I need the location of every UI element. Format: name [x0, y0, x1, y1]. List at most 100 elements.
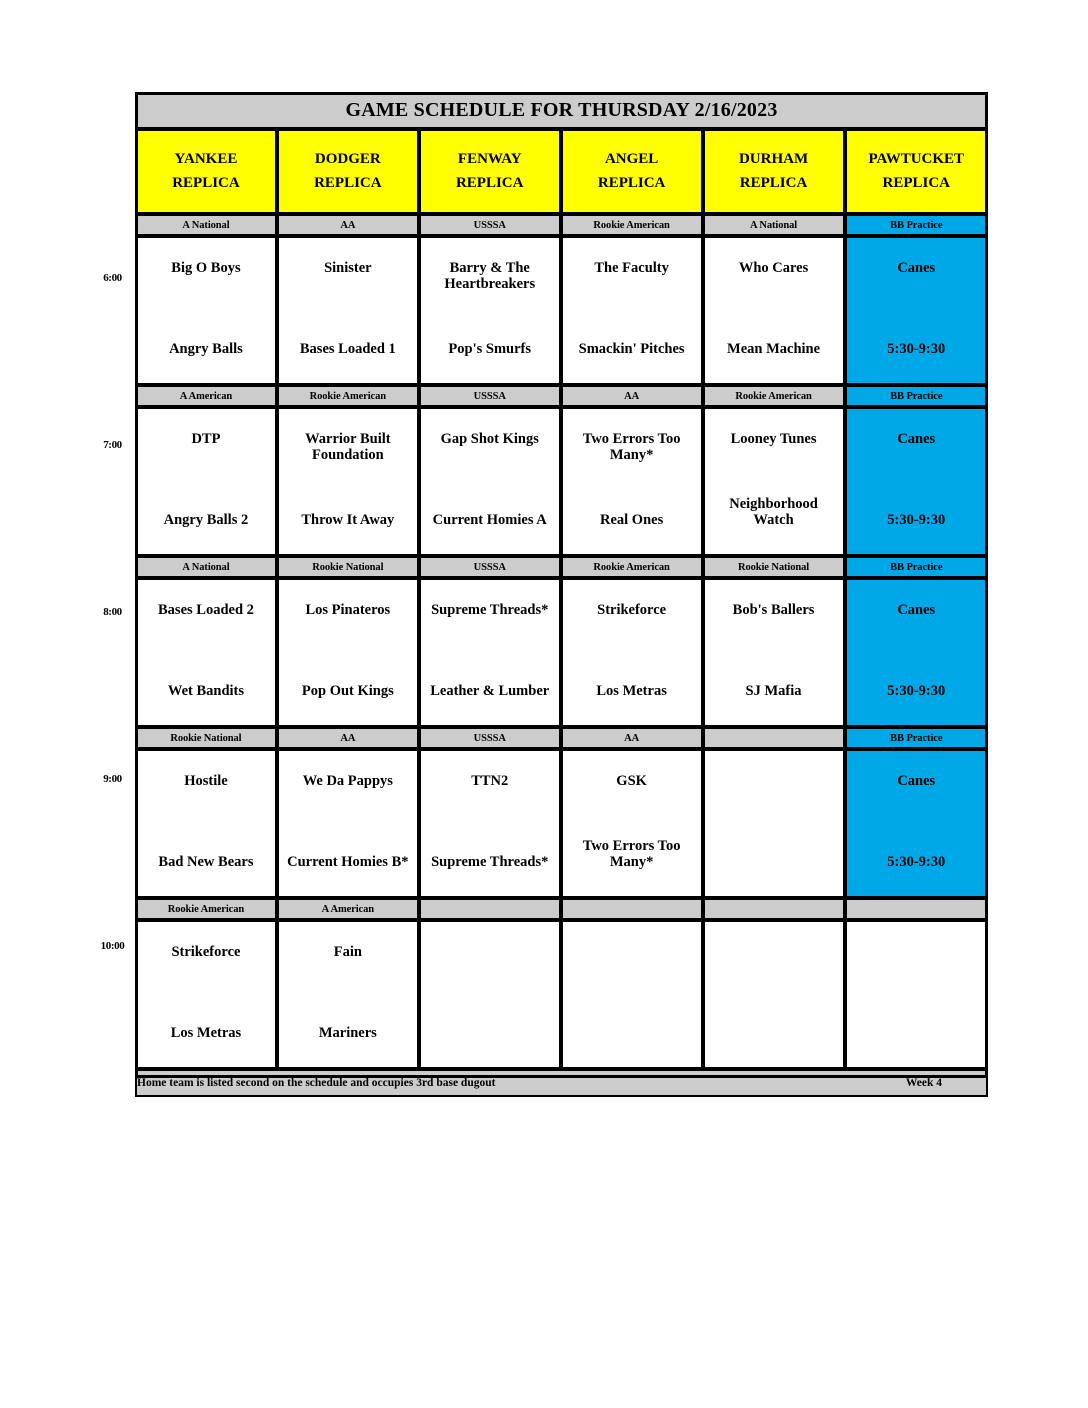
- home-team: Two Errors Too Many*: [582, 837, 681, 870]
- field-header-pawtucket: PAWTUCKET REPLICA: [844, 129, 988, 214]
- home-team: Mean Machine: [727, 340, 821, 357]
- game-row-8: Bases Loaded 2 Wet Bandits Los Pinateros…: [135, 578, 988, 727]
- away-team: Who Cares: [738, 260, 809, 276]
- home-team: Neighborhood Watch: [729, 495, 818, 528]
- field-header-durham: DURHAM REPLICA: [702, 129, 845, 214]
- time-label-10: 10:00: [100, 940, 125, 952]
- time-label-6: 6:00: [103, 272, 122, 284]
- away-team: Strikeforce: [597, 602, 667, 618]
- division-badge: USSSA: [418, 214, 561, 236]
- home-team: Bases Loaded 1: [299, 340, 396, 357]
- game-cell[interactable]: DTP Angry Balls 2: [135, 407, 277, 556]
- game-cell[interactable]: GSK Two Errors Too Many*: [560, 749, 703, 898]
- away-team: Barry & The Heartbreakers: [444, 260, 536, 293]
- game-cell[interactable]: Who Cares Mean Machine: [702, 236, 845, 385]
- game-row-6: Big O Boys Angry Balls Sinister Bases Lo…: [135, 236, 988, 385]
- away-team: Bob's Ballers: [732, 602, 815, 618]
- away-team: DTP: [191, 431, 221, 447]
- field-sub: REPLICA: [739, 174, 808, 191]
- practice-cell[interactable]: Canes 5:30-9:30: [844, 407, 988, 556]
- game-cell[interactable]: Warrior Built Foundation Throw It Away: [276, 407, 419, 556]
- practice-cell[interactable]: Canes 5:30-9:30: [844, 749, 988, 898]
- division-badge: AA: [560, 727, 703, 749]
- game-cell[interactable]: Gap Shot Kings Current Homies A: [418, 407, 561, 556]
- field-sub: REPLICA: [597, 174, 666, 191]
- game-row-10: Strikeforce Los Metras Fain Mariners: [135, 920, 988, 1069]
- field-name: DURHAM: [738, 150, 809, 167]
- game-cell[interactable]: Barry & The Heartbreakers Pop's Smurfs: [418, 236, 561, 385]
- field-sub: REPLICA: [882, 174, 951, 191]
- division-badge: AA: [560, 385, 703, 407]
- home-team: Bad New Bears: [158, 853, 254, 870]
- division-badge: Rookie National: [276, 556, 419, 578]
- home-team: Current Homies B*: [287, 853, 409, 870]
- home-team: Los Metras: [170, 1024, 242, 1041]
- division-row-6: A National AA USSSA Rookie American A Na…: [135, 214, 988, 236]
- game-cell[interactable]: Two Errors Too Many* Real Ones: [560, 407, 703, 556]
- field-name: PAWTUCKET: [868, 150, 965, 167]
- division-badge: USSSA: [418, 727, 561, 749]
- game-row-9: Hostile Bad New Bears We Da Pappys Curre…: [135, 749, 988, 898]
- division-badge: Rookie National: [135, 727, 277, 749]
- game-cell[interactable]: Hostile Bad New Bears: [135, 749, 277, 898]
- practice-team: Canes: [897, 260, 936, 276]
- away-team: Sinister: [324, 260, 372, 276]
- division-row-7: A American Rookie American USSSA AA Rook…: [135, 385, 988, 407]
- away-team: The Faculty: [594, 260, 669, 276]
- away-team: Gap Shot Kings: [440, 431, 539, 447]
- away-team: Looney Tunes: [730, 431, 817, 447]
- division-badge: Rookie National: [702, 556, 845, 578]
- game-cell-empty[interactable]: [560, 920, 703, 1069]
- practice-time: 5:30-9:30: [887, 682, 946, 699]
- practice-cell[interactable]: Canes 5:30-9:30: [844, 578, 988, 727]
- home-team: Wet Bandits: [167, 682, 245, 699]
- away-team: Los Pinateros: [305, 602, 391, 618]
- game-cell[interactable]: Strikeforce Los Metras: [560, 578, 703, 727]
- division-row-9: Rookie National AA USSSA AA BB Practice: [135, 727, 988, 749]
- division-badge: A American: [276, 898, 419, 920]
- home-team: Los Metras: [596, 682, 667, 699]
- division-badge: A National: [135, 556, 277, 578]
- game-cell[interactable]: We Da Pappys Current Homies B*: [276, 749, 419, 898]
- time-label-9: 9:00: [103, 773, 122, 785]
- field-header-dodger: DODGER REPLICA: [276, 129, 419, 214]
- division-row-8: A National Rookie National USSSA Rookie …: [135, 556, 988, 578]
- game-cell[interactable]: Big O Boys Angry Balls: [135, 236, 277, 385]
- away-team: Two Errors Too Many*: [582, 431, 681, 464]
- game-cell-empty[interactable]: [844, 920, 988, 1069]
- game-cell-empty[interactable]: [702, 749, 845, 898]
- game-cell-empty[interactable]: [702, 920, 845, 1069]
- division-badge: A American: [135, 385, 277, 407]
- division-badge: Rookie American: [276, 385, 419, 407]
- footer-cell: Home team is listed second on the schedu…: [135, 1069, 988, 1097]
- practice-cell[interactable]: Canes 5:30-9:30: [844, 236, 988, 385]
- practice-time: 5:30-9:30: [887, 853, 946, 870]
- home-team: Smackin' Pitches: [578, 340, 685, 357]
- game-cell[interactable]: Fain Mariners: [276, 920, 419, 1069]
- away-team: Big O Boys: [171, 260, 241, 276]
- away-team: We Da Pappys: [302, 773, 393, 789]
- home-team: Throw It Away: [301, 511, 395, 528]
- game-cell-empty[interactable]: [418, 920, 561, 1069]
- game-cell[interactable]: The Faculty Smackin' Pitches: [560, 236, 703, 385]
- game-cell[interactable]: Bob's Ballers SJ Mafia: [702, 578, 845, 727]
- schedule-table: GAME SCHEDULE FOR THURSDAY 2/16/2023 YAN…: [135, 92, 988, 1097]
- away-team: Supreme Threads*: [431, 602, 549, 618]
- time-label-7: 7:00: [103, 439, 122, 451]
- game-cell[interactable]: Los Pinateros Pop Out Kings: [276, 578, 419, 727]
- game-cell[interactable]: Bases Loaded 2 Wet Bandits: [135, 578, 277, 727]
- game-cell[interactable]: Strikeforce Los Metras: [135, 920, 277, 1069]
- home-team: Current Homies A: [432, 511, 547, 528]
- field-sub: REPLICA: [455, 174, 524, 191]
- home-team: Leather & Lumber: [430, 682, 550, 699]
- away-team: GSK: [616, 773, 647, 789]
- game-cell[interactable]: Looney Tunes Neighborhood Watch: [702, 407, 845, 556]
- game-cell[interactable]: TTN2 Supreme Threads*: [418, 749, 561, 898]
- division-badge-bb-practice: BB Practice: [844, 556, 988, 578]
- division-badge-empty: [702, 727, 845, 749]
- game-cell[interactable]: Sinister Bases Loaded 1: [276, 236, 419, 385]
- away-team: TTN2: [471, 773, 509, 789]
- field-header-row: YANKEE REPLICA DODGER REPLICA FENWAY REP…: [135, 129, 988, 214]
- game-cell[interactable]: Supreme Threads* Leather & Lumber: [418, 578, 561, 727]
